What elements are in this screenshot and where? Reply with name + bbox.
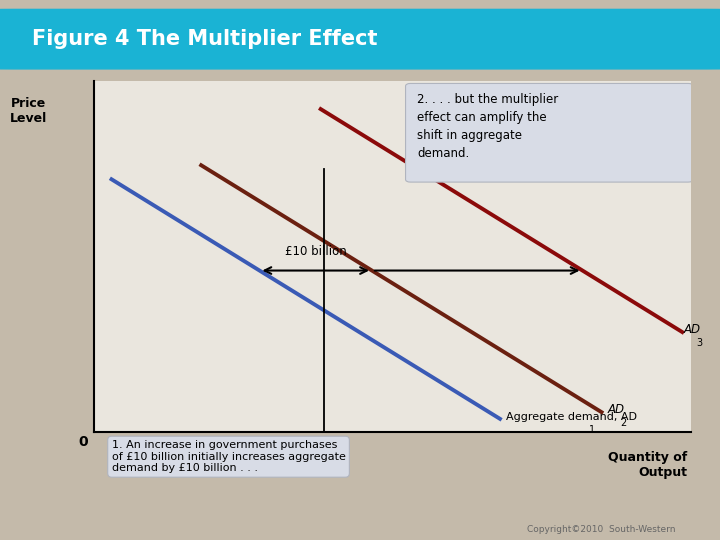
Text: 1. An increase in government purchases
of £10 billion initially increases aggreg: 1. An increase in government purchases o… [112,440,346,473]
Text: 2. . . . but the multiplier
effect can amplify the
shift in aggregate
demand.: 2. . . . but the multiplier effect can a… [418,92,559,160]
Text: 0: 0 [78,435,88,449]
Text: AD: AD [608,403,624,416]
Text: Quantity of
Output: Quantity of Output [608,451,688,479]
Text: Price
Level: Price Level [10,97,48,125]
Text: Aggregate demand, AD: Aggregate demand, AD [506,412,637,422]
Text: 1: 1 [589,425,595,435]
Text: Copyright©2010  South-Western: Copyright©2010 South-Western [527,524,675,534]
FancyBboxPatch shape [405,84,693,182]
Text: AD: AD [683,323,701,336]
FancyBboxPatch shape [0,9,720,69]
Text: Figure 4 The Multiplier Effect: Figure 4 The Multiplier Effect [32,29,377,49]
Text: 3: 3 [696,338,703,348]
Text: 2: 2 [621,418,627,428]
Text: £10 billion: £10 billion [285,245,346,258]
